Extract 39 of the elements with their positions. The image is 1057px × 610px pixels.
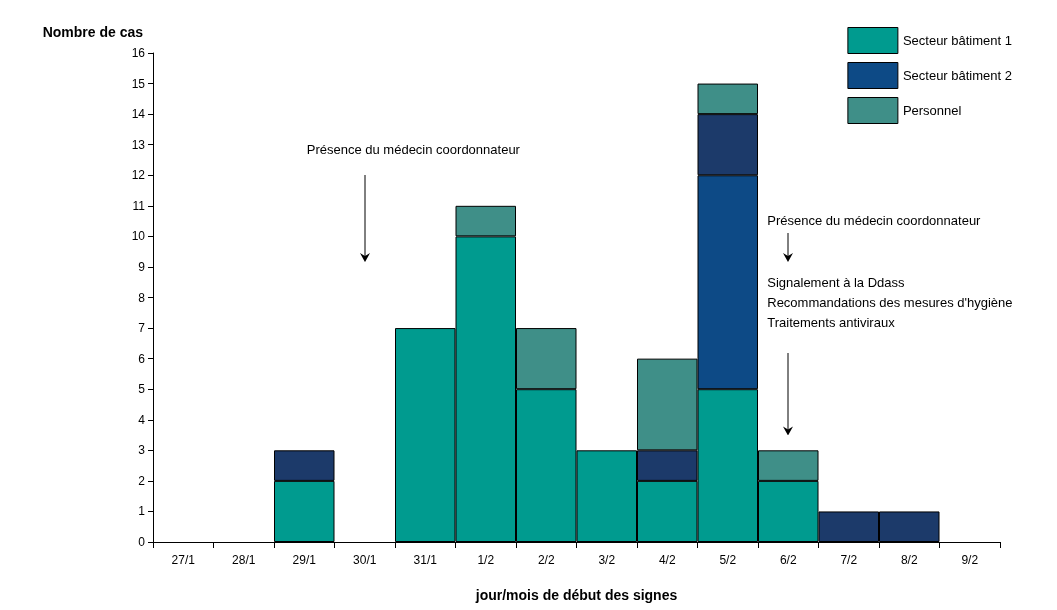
x-tick-label: 31/1	[413, 553, 438, 567]
x-tick-label: 6/2	[779, 553, 797, 567]
annotation: Présence du médecin coordonnateur	[767, 212, 982, 228]
x-tick-label: 8/2	[900, 553, 918, 567]
legend-label: Secteur bâtiment 1	[902, 33, 1013, 48]
legend-label: Secteur bâtiment 2	[902, 68, 1013, 83]
x-axis-title: jour/mois de début des signes	[474, 587, 678, 603]
y-tick-label: 15	[131, 76, 146, 91]
y-tick-label: 2	[138, 473, 146, 488]
x-tick-label: 4/2	[658, 553, 676, 567]
y-tick-label: 13	[131, 137, 146, 152]
x-tick-label: 30/1	[353, 553, 377, 567]
x-tick-label: 29/1	[292, 553, 317, 567]
y-tick-label: 3	[138, 443, 146, 458]
annotation: Signalement à la Ddass Recommandations des mesures d'hygiène Traitements antiviraux	[767, 275, 1013, 331]
x-tick-label: 1/2	[477, 553, 495, 567]
x-tick-label: 2/2	[537, 553, 555, 567]
legend-label: Personnel	[902, 103, 962, 118]
x-tick-label: 28/1	[232, 553, 256, 567]
y-tick-label: 0	[138, 535, 146, 549]
y-tick-label: 4	[138, 412, 146, 427]
y-axis-title: Nombre de cas	[42, 24, 144, 40]
y-tick-label: 8	[138, 290, 146, 305]
y-tick-label: 9	[138, 259, 146, 274]
annotation: Présence du médecin coordonnateur	[306, 142, 521, 158]
x-tick-label: 27/1	[171, 553, 196, 567]
y-tick-label: 6	[138, 351, 146, 366]
y-tick-label: 10	[131, 229, 146, 244]
x-tick-label: 5/2	[719, 553, 737, 567]
x-tick-label: 9/2	[961, 553, 979, 567]
y-tick-label: 1	[138, 504, 146, 519]
y-tick-label: 5	[138, 382, 146, 397]
y-tick-label: 11	[132, 198, 146, 213]
x-tick-label: 7/2	[840, 553, 858, 567]
x-tick-label: 3/2	[598, 553, 616, 567]
y-tick-label: 14	[131, 107, 146, 122]
y-tick-label: 7	[138, 321, 146, 336]
y-tick-label: 16	[131, 46, 146, 60]
y-tick-label: 12	[131, 168, 146, 183]
